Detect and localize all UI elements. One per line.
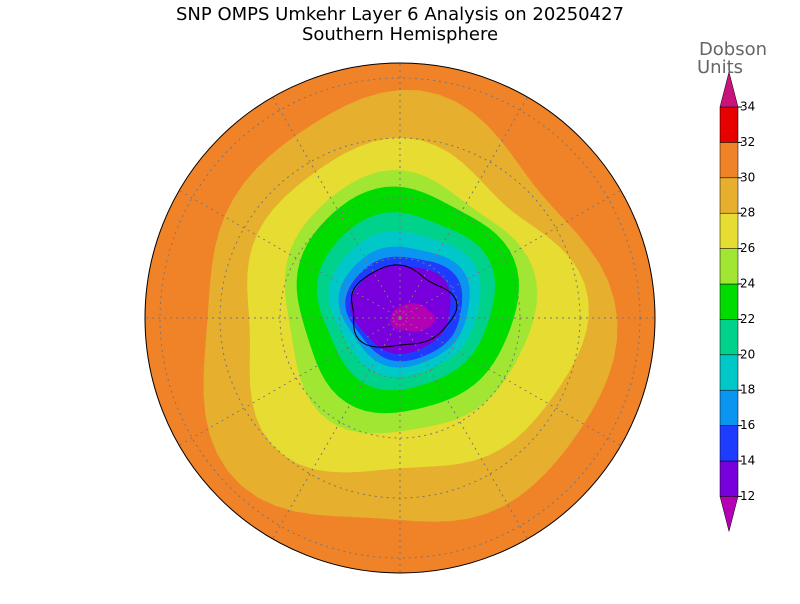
colorbar-bin [719,460,739,497]
colorbar-bin [719,354,739,391]
map-border [144,62,656,574]
colorbar-bin [719,283,739,320]
colorbar-tick-label: 12 [740,489,755,503]
graticule [399,96,528,319]
colorbar-tick-label: 32 [740,135,755,149]
colorbar-extend [719,496,739,532]
colorbar-tick-label: 34 [740,100,755,114]
colorbar-tick-label: 20 [740,347,755,361]
graticule [178,190,401,319]
contour-fill [390,303,435,332]
colorbar-label: Dobson [699,39,767,60]
colorbar-extend [719,71,739,108]
colorbar-bin [719,212,739,249]
graticule [272,317,401,540]
colorbar-tick-label: 28 [740,206,755,220]
colorbar-bin [719,177,739,214]
colorbar: 12 14 16 18 20 22 24 26 28 30 32 34 [719,71,755,532]
polar-map [144,62,656,574]
colorbar-tick-label: 16 [740,418,755,432]
coastline [350,264,458,348]
colorbar-tick-label: 18 [740,383,755,397]
colorbar-tick-label: 24 [740,277,755,291]
map-title: SNP OMPS Umkehr Layer 6 Analysis on 2025… [176,4,624,25]
graticule [399,317,528,540]
colorbar-bin [719,106,739,143]
colorbar-bin [719,142,739,179]
graticule [399,190,622,319]
colorbar-bin [719,248,739,285]
colorbar-bin [719,319,739,356]
colorbar-tick-label: 14 [740,454,755,468]
colorbar-label: Units [697,57,743,78]
colorbar-bin [719,425,739,462]
colorbar-tick-label: 26 [740,241,755,255]
map-subtitle: Southern Hemisphere [302,24,498,45]
colorbar-bin [719,389,739,426]
graticule [272,96,401,319]
colorbar-tick-label: 22 [740,312,755,326]
graticule [399,317,622,446]
contours [145,63,655,573]
graticule [178,317,401,446]
colorbar-tick-label: 30 [740,170,755,184]
